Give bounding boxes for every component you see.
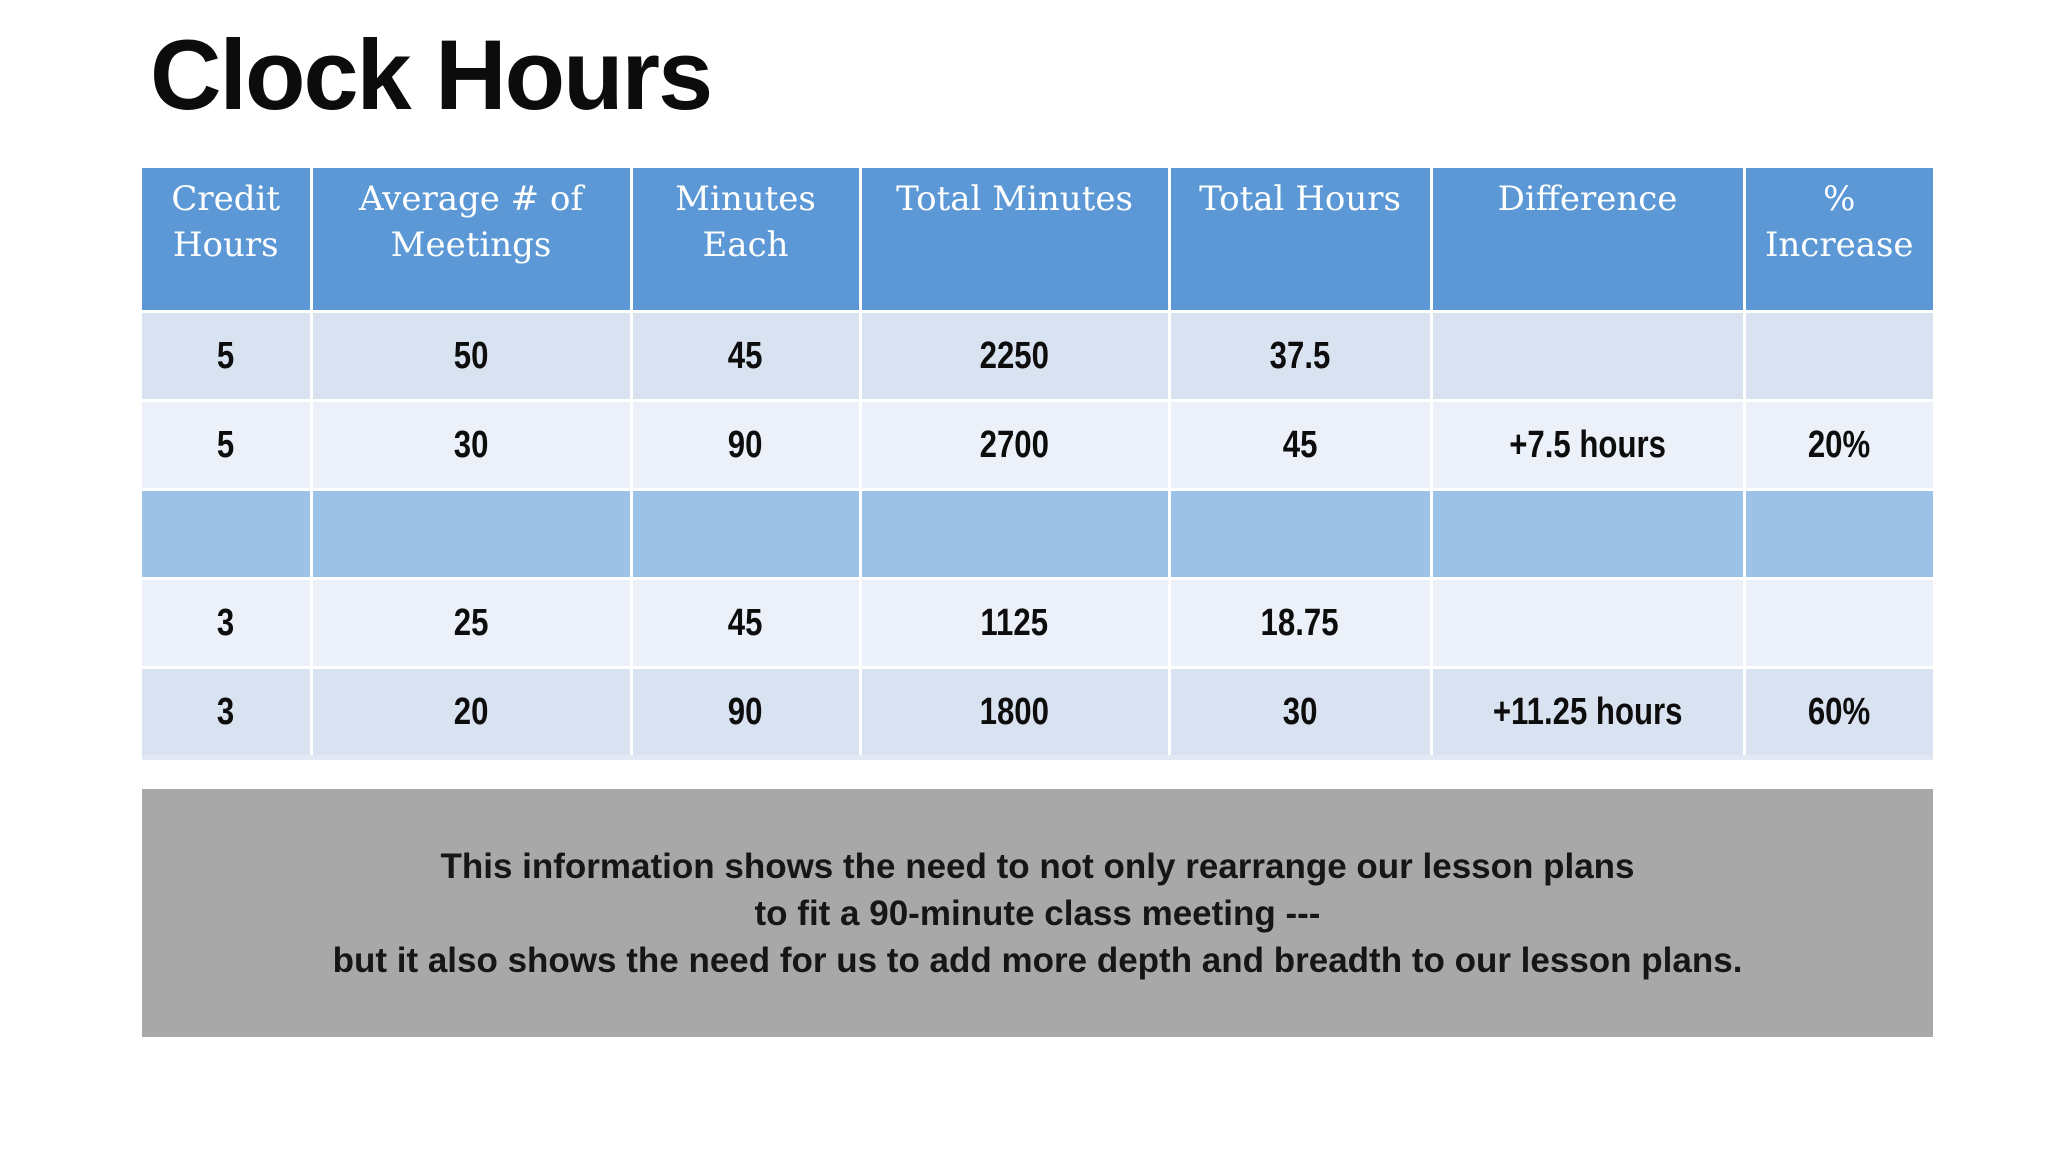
table-row-4: 3 20 90 1800 30 +11.25 hours 60% (142, 667, 1933, 759)
table-cell: 1800 (860, 667, 1171, 759)
table-cell: 30 (1169, 667, 1433, 759)
header-cell-6: % Increase (1744, 168, 1933, 313)
table-cell (1744, 578, 1933, 669)
note-line-2: to fit a 90-minute class meeting --- (754, 893, 1321, 933)
table-cell: 2250 (860, 311, 1171, 402)
header-cell-1: Average # of Meetings (311, 168, 633, 313)
table-header-row: Credit Hours Average # of Meetings Minutes Ea… (142, 168, 1933, 313)
table-cell: 45 (1169, 400, 1433, 491)
table-row-3: 3 25 45 1125 18.75 (142, 578, 1933, 669)
table-cell: 37.5 (1169, 311, 1433, 402)
header-cell-3: Total Minutes (860, 168, 1171, 313)
table-cell: 3 (142, 667, 313, 759)
table-row-1: 5 30 90 2700 45 +7.5 hours 20% (142, 400, 1933, 491)
table-cell (142, 489, 313, 580)
table-cell (1431, 311, 1746, 402)
note-box: This information shows the need to not o… (142, 789, 1933, 1037)
table-cell: 90 (631, 400, 862, 491)
slide-title: Clock Hours (150, 19, 713, 130)
note-line-1: This information shows the need to not o… (440, 846, 1635, 886)
note-line-3: but it also shows the need for us to add… (332, 940, 1743, 980)
table-cell (1744, 489, 1933, 580)
header-cell-2: Minutes Each (631, 168, 862, 313)
table-cell: 20% (1744, 400, 1933, 491)
table-cell: 3 (142, 578, 313, 669)
table-cell: 5 (142, 311, 313, 402)
clock-hours-table-wrap: Credit Hours Average # of Meetings Minutes Ea… (142, 168, 1933, 760)
table-cell (1431, 489, 1746, 580)
table-cell: 5 (142, 400, 313, 491)
table-cell: 50 (311, 311, 633, 402)
table-cell: 25 (311, 578, 633, 669)
table-cell: 1125 (860, 578, 1171, 669)
table-cell (311, 489, 633, 580)
table-cell (1744, 311, 1933, 402)
header-cell-4: Total Hours (1169, 168, 1433, 313)
table-cell: 45 (631, 578, 862, 669)
table-cell: 90 (631, 667, 862, 759)
table-row-0: 5 50 45 2250 37.5 (142, 311, 1933, 402)
table-cell: +11.25 hours (1431, 667, 1746, 759)
table-cell: 45 (631, 311, 862, 402)
table-cell (1431, 578, 1746, 669)
table-cell: 18.75 (1169, 578, 1433, 669)
table-cell: +7.5 hours (1431, 400, 1746, 491)
table-cell: 60% (1744, 667, 1933, 759)
table-cell (631, 489, 862, 580)
table-cell (860, 489, 1171, 580)
clock-hours-table: Credit Hours Average # of Meetings Minutes Ea… (142, 168, 1933, 760)
header-cell-0: Credit Hours (142, 168, 313, 313)
header-cell-5: Difference (1431, 168, 1746, 313)
table-cell (1169, 489, 1433, 580)
table-cell: 20 (311, 667, 633, 759)
table-cell: 30 (311, 400, 633, 491)
table-cell: 2700 (860, 400, 1171, 491)
table-row-2 (142, 489, 1933, 580)
